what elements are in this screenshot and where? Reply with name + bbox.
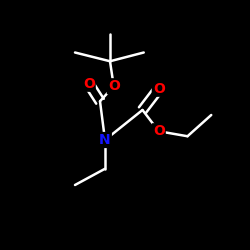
Text: N: N	[99, 133, 111, 147]
Text: O: O	[83, 77, 95, 91]
Text: O: O	[153, 82, 165, 96]
Text: O: O	[153, 124, 165, 138]
Text: O: O	[108, 79, 120, 93]
